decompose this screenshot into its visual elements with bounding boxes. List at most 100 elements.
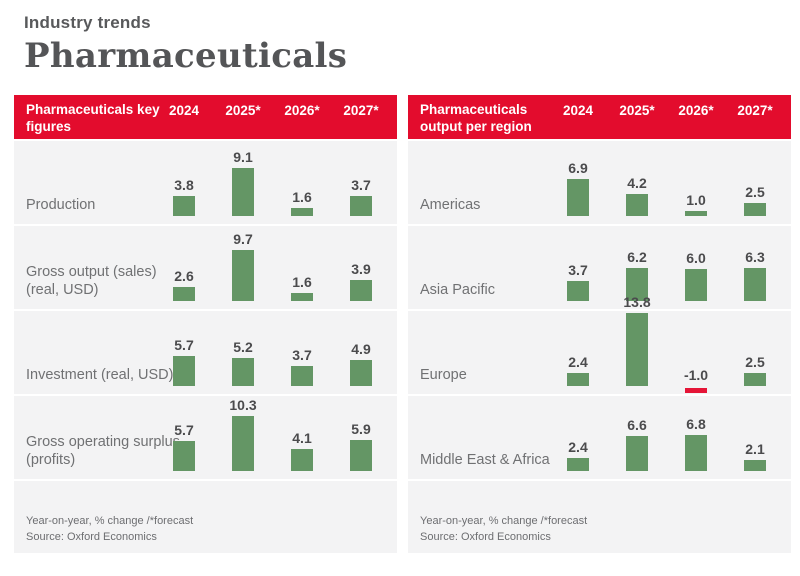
bar-value-label: 6.9 xyxy=(568,160,588,177)
panels-container: Pharmaceuticals key figures 2024 2025* 2026… xyxy=(14,95,791,553)
value-bar xyxy=(567,458,589,471)
year-column-label: 2027* xyxy=(737,103,773,118)
value-bar xyxy=(626,312,648,386)
value-bar xyxy=(173,195,195,216)
value-bar xyxy=(173,355,195,386)
year-column-label: 2026* xyxy=(284,103,320,118)
value-bar xyxy=(567,281,589,301)
year-column-label: 2024 xyxy=(562,103,594,118)
year-column-label: 2025* xyxy=(225,103,261,118)
year-column-label: 2024 xyxy=(168,103,200,118)
value-bar xyxy=(744,267,766,301)
bar-value-label: 2.1 xyxy=(745,440,765,457)
row-label: Middle East & Africa xyxy=(420,452,550,469)
bar-value-label: 2.6 xyxy=(174,268,194,285)
bar-value-label: 3.7 xyxy=(351,177,371,194)
chart-rows: Americas 6.9 4.2 1.0 2.5 Asia Pacific 3.7 6.2 6.… xyxy=(408,139,791,481)
bar-value-label: 2.4 xyxy=(568,439,588,456)
chart-row: Investment (real, USD) 5.7 5.2 3.7 4.9 xyxy=(14,311,397,396)
bar-value-label: 10.3 xyxy=(229,397,257,414)
row-label: Asia Pacific xyxy=(420,282,495,299)
bar-value-label: 6.2 xyxy=(627,249,647,266)
chart-row: Europe 2.4 13.8 -1.0 2.5 xyxy=(408,294,791,396)
panel-footnote: Year-on-year, % change /*forecast xyxy=(420,515,588,528)
chart-row: Americas 6.9 4.2 1.0 2.5 xyxy=(408,141,791,226)
row-label: Gross operating surplus (profits) xyxy=(26,433,180,469)
value-bar xyxy=(291,292,313,301)
value-bar xyxy=(291,366,313,386)
value-bar xyxy=(291,449,313,471)
bar-value-label: 2.5 xyxy=(745,353,765,370)
value-bar xyxy=(350,280,372,301)
chart-row: Middle East & Africa 2.4 6.6 6.8 2.1 xyxy=(408,396,791,481)
row-label: Investment (real, USD) xyxy=(26,367,174,384)
bar-value-label: 3.7 xyxy=(292,347,312,364)
row-label: Americas xyxy=(420,197,481,214)
value-bar xyxy=(626,193,648,216)
page-title: Pharmaceuticals xyxy=(24,36,348,76)
bar-value-label: 5.7 xyxy=(174,421,194,438)
value-bar xyxy=(744,459,766,471)
value-bar xyxy=(744,372,766,386)
bar-value-label: 2.4 xyxy=(568,354,588,371)
panel-footer: Year-on-year, % change /*forecast Source:… xyxy=(408,514,791,553)
bar-value-label: 4.2 xyxy=(627,174,647,191)
panel-source: Source: Oxford Economics xyxy=(26,531,157,544)
row-label: Gross output (sales) (real, USD) xyxy=(26,263,157,299)
panel-footer: Year-on-year, % change /*forecast Source:… xyxy=(14,514,397,553)
year-column-label: 2025* xyxy=(619,103,655,118)
bar-value-label: 6.6 xyxy=(627,417,647,434)
value-bar xyxy=(567,179,589,216)
value-bar xyxy=(173,440,195,471)
bar-value-label: 9.1 xyxy=(233,148,253,165)
value-bar xyxy=(350,360,372,386)
row-label: Europe xyxy=(420,367,467,384)
chart-row: Gross operating surplus (profits) 5.7 10.3… xyxy=(14,396,397,481)
value-bar xyxy=(350,439,372,471)
value-bar xyxy=(291,207,313,216)
panel-source: Source: Oxford Economics xyxy=(420,531,551,544)
value-bar xyxy=(685,388,707,394)
bar-value-label: 6.8 xyxy=(686,415,706,432)
chart-panel-2: Pharmaceuticals output per region 2024 202… xyxy=(408,95,791,553)
bar-value-label: 1.6 xyxy=(292,188,312,205)
chart-row: Gross output (sales) (real, USD) 2.6 9.7 1.… xyxy=(14,226,397,311)
chart-row: Asia Pacific 3.7 6.2 6.0 6.3 xyxy=(408,226,791,311)
bar-value-label: 1.0 xyxy=(686,191,706,208)
bar-value-label: 6.0 xyxy=(686,250,706,267)
value-bar xyxy=(685,210,707,216)
bar-value-label: 1.6 xyxy=(292,273,312,290)
value-bar xyxy=(232,358,254,386)
value-bar xyxy=(685,434,707,471)
page-header: Industry trends Pharmaceuticals xyxy=(0,0,800,76)
value-bar xyxy=(232,416,254,471)
panel-footnote: Year-on-year, % change /*forecast xyxy=(26,515,194,528)
bar-value-label: 5.2 xyxy=(233,339,253,356)
value-bar xyxy=(567,373,589,386)
value-bar xyxy=(232,249,254,301)
chart-row: Production 3.8 9.1 1.6 3.7 xyxy=(14,141,397,226)
bar-value-label: 13.8 xyxy=(623,293,651,310)
value-bar xyxy=(685,269,707,301)
panel-header: Pharmaceuticals output per region 2024 202… xyxy=(408,95,791,139)
bar-value-label: 3.7 xyxy=(568,262,588,279)
bar-value-label: 3.9 xyxy=(351,261,371,278)
bar-value-label: -1.0 xyxy=(683,367,709,383)
bar-value-label: 5.9 xyxy=(351,420,371,437)
bar-value-label: 3.8 xyxy=(174,176,194,193)
bar-value-label: 4.1 xyxy=(292,430,312,447)
bar-value-label: 6.3 xyxy=(745,248,765,265)
panel-header: Pharmaceuticals key figures 2024 2025* 2026… xyxy=(14,95,397,139)
value-bar xyxy=(232,167,254,216)
value-bar xyxy=(744,202,766,216)
value-bar xyxy=(626,268,648,301)
page-eyebrow: Industry trends xyxy=(24,13,151,32)
row-label: Production xyxy=(26,197,96,214)
chart-rows: Production 3.8 9.1 1.6 3.7 Gross output (sale… xyxy=(14,139,397,481)
bar-value-label: 9.7 xyxy=(233,230,253,247)
chart-panel-1: Pharmaceuticals key figures 2024 2025* 2026… xyxy=(14,95,397,553)
panel-title: Pharmaceuticals key figures xyxy=(26,102,160,135)
value-bar xyxy=(173,287,195,301)
value-bar xyxy=(350,196,372,216)
year-column-label: 2027* xyxy=(343,103,379,118)
